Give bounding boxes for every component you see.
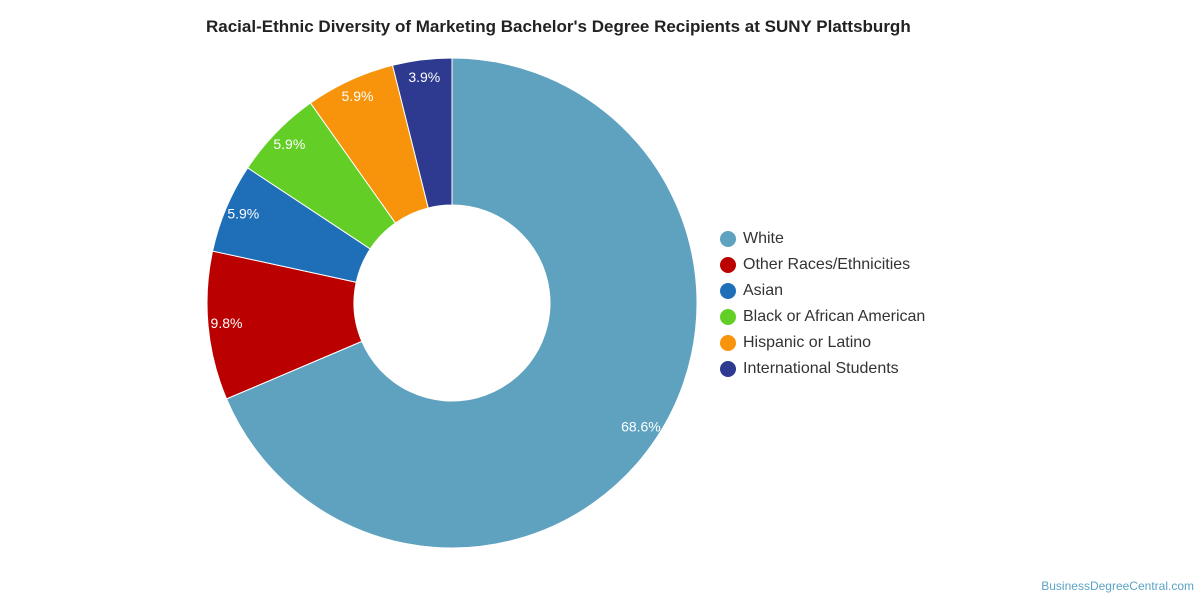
slice-label: 5.9% xyxy=(342,88,374,104)
legend-item-international-students[interactable]: International Students xyxy=(720,356,925,382)
legend-swatch-icon xyxy=(720,257,736,273)
legend-item-black-or-african-american[interactable]: Black or African American xyxy=(720,304,925,330)
legend-label: Hispanic or Latino xyxy=(743,334,872,351)
legend-swatch-icon xyxy=(720,283,736,299)
legend-swatch-icon xyxy=(720,309,736,325)
slice-label: 5.9% xyxy=(227,206,259,222)
legend-swatch-icon xyxy=(720,231,736,247)
legend-swatch-icon xyxy=(720,361,736,377)
legend-label: Other Races/Ethnicities xyxy=(743,256,911,273)
legend-label: Asian xyxy=(743,282,784,299)
legend-item-other-races-ethnicities[interactable]: Other Races/Ethnicities xyxy=(720,252,925,278)
slice-international-students[interactable] xyxy=(391,57,453,209)
legend: White Other Races/Ethnicities Asian Black o… xyxy=(720,226,925,382)
legend-label: Black or African American xyxy=(743,308,926,325)
legend-item-white[interactable]: White xyxy=(720,226,925,252)
slice-white[interactable] xyxy=(225,57,698,549)
slice-label: 3.9% xyxy=(408,69,440,85)
legend-item-hispanic-or-latino[interactable]: Hispanic or Latino xyxy=(720,330,925,356)
slice-label: 5.9% xyxy=(273,136,305,152)
slice-labels-group: 68.6% 9.8% 5.9% 5.9% 5.9% 3.9% xyxy=(211,69,661,435)
legend-label: White xyxy=(743,230,784,247)
source-credit: BusinessDegreeCentral.com xyxy=(1041,579,1194,593)
legend-label: International Students xyxy=(743,360,899,377)
legend-item-asian[interactable]: Asian xyxy=(720,278,925,304)
slice-label: 68.6% xyxy=(621,419,661,435)
slices-group xyxy=(206,57,698,549)
legend-swatch-icon xyxy=(720,335,736,351)
slice-label: 9.8% xyxy=(211,315,243,331)
chart-title: Racial-Ethnic Diversity of Marketing Bac… xyxy=(206,17,911,36)
